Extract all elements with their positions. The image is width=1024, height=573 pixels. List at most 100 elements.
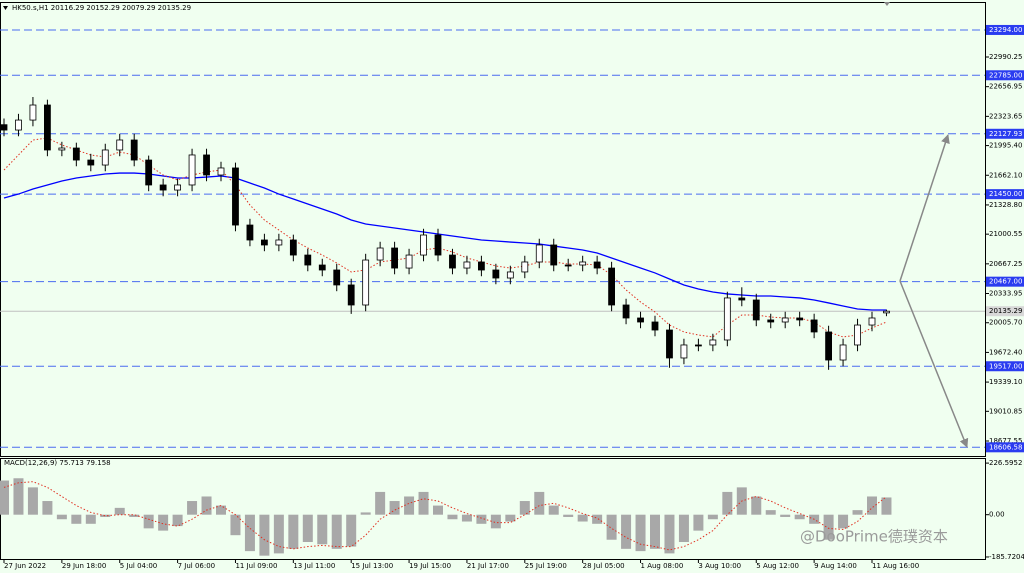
- x-tick-label: 5 Aug 12:00: [756, 562, 799, 570]
- macd-bar: [158, 514, 169, 531]
- x-tick-label: 5 Jul 04:00: [120, 562, 158, 570]
- macd-bar: [100, 514, 111, 517]
- candle-body: [651, 321, 659, 331]
- candle-body: [304, 254, 312, 266]
- title-marker: [3, 6, 8, 10]
- candle-body: [796, 317, 804, 321]
- candle-body: [376, 247, 384, 261]
- macd-bar: [129, 514, 140, 517]
- down-arrow: [899, 280, 969, 448]
- level-label: 21450.00: [989, 190, 1022, 198]
- candle-body: [506, 271, 514, 279]
- chart-title: HK50.s,H1 20116.29 20152.29 20079.29 201…: [12, 4, 191, 12]
- macd-bar: [519, 501, 530, 515]
- x-tick-label: 7 Jul 06:00: [178, 562, 216, 570]
- signal-line: [3, 481, 887, 551]
- macd-bar: [693, 514, 704, 531]
- level-label: 22785.00: [989, 71, 1022, 79]
- candle-body: [883, 310, 890, 314]
- candle-body: [72, 147, 80, 161]
- scroll-marker: [884, 2, 890, 6]
- x-tick-label: 3 Aug 10:00: [698, 562, 741, 570]
- level-box: [986, 189, 1024, 200]
- candle-body: [217, 167, 225, 176]
- level-box: [986, 128, 1024, 139]
- macd-bar: [56, 514, 67, 520]
- candle-body: [130, 139, 138, 161]
- level-box: [986, 361, 1024, 372]
- y-tick-label: 21662.10: [989, 171, 1022, 179]
- macd-bar: [635, 514, 646, 552]
- y-tick-label: 22990.25: [989, 53, 1022, 61]
- macd-bar: [288, 514, 299, 549]
- macd-bar: [838, 514, 849, 529]
- candle-body: [781, 317, 789, 323]
- y-tick-label: 19010.85: [989, 407, 1022, 415]
- macd-bar: [852, 510, 863, 515]
- macd-bar: [302, 514, 313, 543]
- last-price-label: 20135.29: [989, 307, 1022, 315]
- x-tick-label: 13 Jul 11:00: [293, 562, 335, 570]
- y-tick-label: 20005.70: [989, 319, 1022, 327]
- candle-body: [767, 319, 775, 323]
- level-box: [986, 24, 1024, 35]
- macd-bar: [71, 514, 82, 524]
- candle-body: [29, 104, 37, 121]
- y-tick-label: 20667.25: [989, 260, 1022, 268]
- x-tick-label: 1 Aug 08:00: [641, 562, 684, 570]
- macd-bar: [505, 514, 516, 522]
- candle-body: [608, 267, 615, 306]
- candle-body: [579, 261, 587, 266]
- level-box: [986, 442, 1024, 453]
- macd-bar: [201, 496, 212, 515]
- x-tick-label: 11 Aug 16:00: [872, 562, 919, 570]
- candle-body: [564, 264, 572, 267]
- x-tick-label: 15 Jul 13:00: [351, 562, 393, 570]
- level-box: [986, 276, 1024, 287]
- macd-bar: [404, 496, 415, 515]
- candle-body: [188, 154, 196, 186]
- macd-bar: [172, 514, 183, 527]
- x-tick-label: 29 Jun 18:00: [62, 562, 106, 570]
- candle-body: [854, 324, 861, 346]
- plot-layer: 22990.25 22656.95 22323.65 21995.40 21662.10…: [0, 24, 1024, 570]
- macd-bar: [780, 514, 791, 517]
- macd-bar: [0, 480, 9, 515]
- candle-body: [246, 224, 254, 241]
- x-tick-label: 11 Jul 09:00: [235, 562, 277, 570]
- macd-bar: [360, 512, 371, 515]
- candle-body: [521, 261, 529, 273]
- y-tick-label: 18677.55: [989, 437, 1022, 445]
- candle-body: [203, 154, 210, 176]
- macd-bar: [794, 514, 805, 520]
- x-tick-label: 21 Jul 17:00: [467, 562, 509, 570]
- watermark: @DooPrime德璞资本: [800, 528, 948, 546]
- level-label: 19517.00: [989, 362, 1022, 370]
- candle-body: [738, 297, 746, 301]
- candle-body: [145, 159, 153, 186]
- macd-bar: [42, 501, 53, 515]
- macd-bar: [823, 514, 834, 540]
- level-label: 20467.00: [989, 278, 1022, 286]
- candle-body: [101, 149, 109, 166]
- candle-body: [391, 247, 399, 269]
- candle-body: [477, 261, 485, 271]
- macd-bar: [317, 514, 328, 545]
- candle-body: [723, 297, 731, 341]
- macd-bar: [433, 505, 443, 515]
- y-tick-label: 22656.95: [989, 83, 1022, 91]
- x-tick-label: 25 Jul 19:00: [525, 562, 567, 570]
- candle-body: [275, 239, 283, 246]
- candle-body: [622, 304, 630, 319]
- candle-body: [0, 124, 8, 131]
- candle-body: [680, 344, 688, 359]
- macd-bar: [476, 514, 487, 524]
- y-tick-label: 22323.65: [989, 112, 1022, 120]
- macd-bar: [621, 514, 632, 549]
- x-tick-label: 28 Jul 05:00: [583, 562, 625, 570]
- candle-body: [347, 284, 355, 306]
- y-tick-label: 20333.95: [989, 290, 1022, 298]
- macd-bar: [27, 487, 38, 515]
- macd-bar: [447, 514, 458, 520]
